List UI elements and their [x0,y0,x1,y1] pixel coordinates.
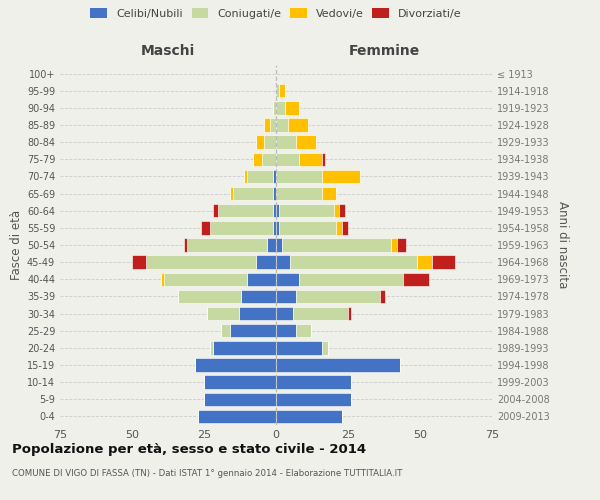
Bar [265,136,276,149]
Bar [417,256,431,269]
Bar [299,152,322,166]
Bar [276,410,342,423]
Bar [279,84,284,98]
Text: Popolazione per età, sesso e stato civile - 2014: Popolazione per età, sesso e stato civil… [12,442,366,456]
Text: Femmine: Femmine [349,44,419,58]
Bar [198,410,276,423]
Y-axis label: Anni di nascita: Anni di nascita [556,202,569,288]
Bar [196,358,276,372]
Bar [221,324,230,338]
Bar [276,221,279,234]
Bar [164,272,247,286]
Bar [212,204,218,218]
Bar [276,204,279,218]
Bar [391,238,397,252]
Bar [256,256,276,269]
Bar [268,238,276,252]
Bar [284,101,299,114]
Y-axis label: Fasce di età: Fasce di età [10,210,23,280]
Bar [204,392,276,406]
Bar [380,290,385,303]
Bar [256,136,265,149]
Bar [273,170,276,183]
Bar [337,221,342,234]
Bar [287,118,308,132]
Bar [322,341,328,354]
Bar [241,290,276,303]
Bar [184,238,187,252]
Bar [178,290,241,303]
Bar [201,221,210,234]
Bar [296,324,311,338]
Text: Maschi: Maschi [141,44,195,58]
Bar [265,118,270,132]
Bar [207,307,239,320]
Bar [270,118,276,132]
Bar [132,256,146,269]
Bar [210,341,212,354]
Bar [230,324,276,338]
Bar [233,187,273,200]
Bar [230,187,233,200]
Bar [276,376,351,389]
Bar [276,187,322,200]
Bar [403,272,428,286]
Bar [262,152,276,166]
Bar [279,204,334,218]
Bar [276,238,282,252]
Bar [273,204,276,218]
Bar [342,221,348,234]
Bar [290,256,417,269]
Text: COMUNE DI VIGO DI FASSA (TN) - Dati ISTAT 1° gennaio 2014 - Elaborazione TUTTITA: COMUNE DI VIGO DI FASSA (TN) - Dati ISTA… [12,469,403,478]
Bar [146,256,256,269]
Bar [282,238,391,252]
Bar [276,290,296,303]
Bar [276,256,290,269]
Bar [340,204,345,218]
Legend: Celibi/Nubili, Coniugati/e, Vedovi/e, Divorziati/e: Celibi/Nubili, Coniugati/e, Vedovi/e, Di… [91,8,461,19]
Bar [212,341,276,354]
Bar [187,238,268,252]
Bar [273,221,276,234]
Bar [293,307,348,320]
Bar [276,324,296,338]
Bar [276,307,293,320]
Bar [247,170,273,183]
Bar [253,152,262,166]
Bar [276,136,296,149]
Bar [244,170,247,183]
Bar [276,101,284,114]
Bar [276,118,287,132]
Bar [296,136,316,149]
Bar [218,204,273,218]
Bar [296,290,380,303]
Bar [322,152,325,166]
Bar [247,272,276,286]
Bar [334,204,340,218]
Bar [273,101,276,114]
Bar [279,221,337,234]
Bar [276,341,322,354]
Bar [210,221,273,234]
Bar [276,392,351,406]
Bar [276,170,322,183]
Bar [431,256,455,269]
Bar [204,376,276,389]
Bar [239,307,276,320]
Bar [276,84,279,98]
Bar [161,272,164,286]
Bar [299,272,403,286]
Bar [276,358,400,372]
Bar [348,307,351,320]
Bar [397,238,406,252]
Bar [276,152,299,166]
Bar [322,187,337,200]
Bar [276,272,299,286]
Bar [322,170,359,183]
Bar [273,187,276,200]
